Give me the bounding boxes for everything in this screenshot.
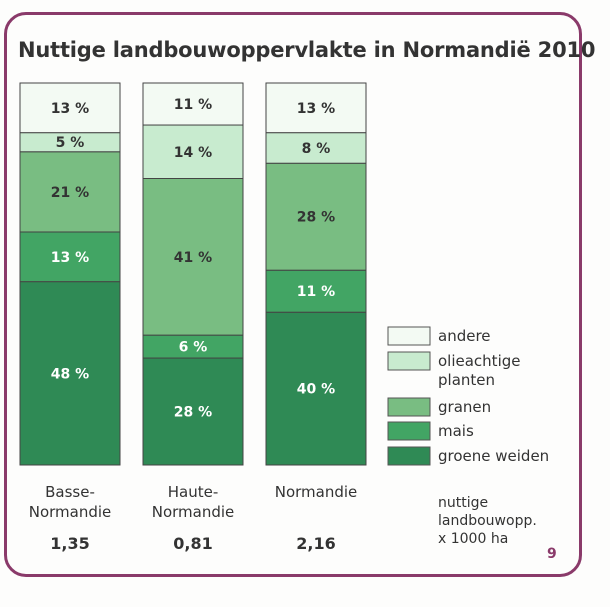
bar-segment [142,82,244,126]
totals-unit-label: landbouwopp. [438,513,537,529]
bar-segment [19,82,121,134]
legend-swatch [387,397,431,417]
data-label: 28 % [174,405,212,421]
category-label: Normandie [29,503,112,521]
legend-swatch [387,421,431,441]
bar-segment [142,357,244,466]
data-label: 40 % [297,382,335,398]
total-value: 1,35 [50,534,89,553]
data-label: 28 % [297,210,335,226]
legend-label: groene weiden [438,447,549,465]
data-label: 48 % [51,366,89,382]
bar-segment [19,151,121,233]
bar-segment [142,178,244,336]
legend-label: andere [438,327,491,345]
data-label: 13 % [51,250,89,266]
bar-segment [265,82,367,134]
data-label: 21 % [51,185,89,201]
category-label: Basse- [45,483,95,501]
data-label: 13 % [51,101,89,117]
bar-segment [265,269,367,313]
data-label: 11 % [174,97,212,113]
category-label: Normandie [152,503,235,521]
data-label: 14 % [174,145,212,161]
category-label: Haute- [168,483,219,501]
chart-title: Nuttige landbouwoppervlakte in Normandië… [18,38,596,62]
legend-swatch [387,326,431,346]
data-label: 41 % [174,250,212,266]
bar-segment [19,281,121,466]
total-value: 0,81 [173,534,212,553]
chart-frame [4,12,582,577]
bar-segment [265,311,367,466]
legend-swatch [387,446,431,466]
bar-segment [142,124,244,179]
legend-label: planten [438,371,495,389]
data-label: 13 % [297,101,335,117]
category-label: Normandie [275,483,358,501]
legend-label: granen [438,398,491,416]
total-value: 2,16 [296,534,335,553]
data-label: 8 % [302,141,331,157]
data-label: 11 % [297,284,335,300]
legend-label: mais [438,422,474,440]
legend-label: olieachtige [438,352,521,370]
data-label: 6 % [179,340,208,356]
bar-segment [265,132,367,164]
totals-unit-label: x 1000 ha [438,531,508,547]
totals-unit-label: nuttige [438,495,488,511]
data-label: 5 % [56,135,85,151]
legend-swatch [387,351,431,371]
page-number: 9 [547,546,557,562]
bar-segment [265,162,367,271]
